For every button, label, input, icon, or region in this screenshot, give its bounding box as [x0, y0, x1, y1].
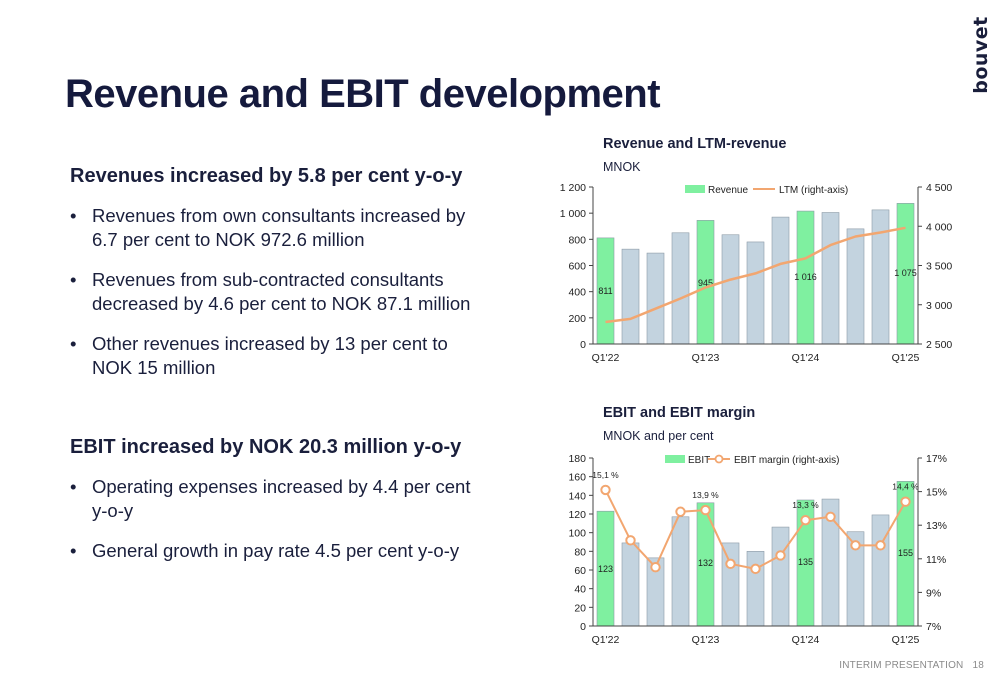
ebit-y2-tick-label: 13%: [926, 520, 947, 532]
ebit-line-point: [850, 540, 861, 551]
footer: INTERIM PRESENTATION 18: [833, 660, 984, 671]
revenue-y-tick-label: 800: [568, 234, 586, 246]
revenue-x-tick-label: Q1'25: [892, 352, 920, 364]
ebit-y-tick-label: 80: [574, 546, 586, 558]
ebit-bullet: Operating expenses increased by 4.4 per …: [70, 475, 490, 523]
ebit-chart-subtitle: MNOK and per cent: [603, 429, 714, 443]
page-number: 18: [972, 660, 984, 671]
ebit-line-point: [750, 563, 761, 575]
ebit-legend-marker: [714, 454, 724, 464]
revenue-bar-label: 1 075: [894, 268, 917, 278]
revenue-x-tick-label: Q1'22: [592, 352, 620, 364]
ebit-bar-label: 155: [898, 548, 913, 558]
ebit-y2-tick-label: 15%: [926, 487, 947, 499]
ebit-y-tick-label: 140: [568, 490, 586, 502]
revenue-y-tick-label: 200: [568, 313, 586, 325]
revenue-y-tick-label: 1 200: [560, 182, 586, 194]
ebit-chart-title: EBIT and EBIT margin: [603, 405, 756, 421]
ebit-line-point: [625, 535, 636, 546]
ebit-x-tick-label: Q1'22: [592, 634, 620, 646]
ebit-line-point: [875, 540, 886, 551]
revenue-x-tick-label: Q1'24: [792, 352, 820, 364]
revenue-y-tick-label: 400: [568, 287, 586, 299]
ebit-line-point: [800, 514, 811, 526]
ebit-legend-swatch-bar: [665, 455, 685, 463]
revenue-y-tick-label: 0: [580, 339, 586, 351]
revenue-bar-label: 1 016: [794, 272, 817, 282]
revenue-bar-label: 945: [698, 278, 713, 288]
ebit-y2-tick-label: 7%: [926, 621, 941, 633]
ebit-bar: [721, 542, 740, 627]
ebit-bar: [671, 516, 690, 627]
revenue-chart-subtitle: MNOK: [603, 160, 641, 174]
ebit-line-label: 14,4 %: [892, 482, 919, 492]
ebit-y-tick-label: 160: [568, 472, 586, 484]
ebit-line-label: 15,1 %: [592, 470, 619, 480]
footer-label: INTERIM PRESENTATION: [839, 660, 964, 671]
revenue-y2-tick-label: 3 000: [926, 300, 952, 312]
revenue-chart: 0 200 400 600 800 1 000 1 200 2 500 3 000 3 500 4 …: [560, 182, 953, 364]
revenue-y-tick-label: 600: [568, 261, 586, 273]
revenue-legend-label-line: LTM (right-axis): [779, 185, 848, 196]
revenue-line: [605, 226, 906, 324]
ebit-line-label: 13,3 %: [792, 500, 819, 510]
ebit-line-label: 13,9 %: [692, 490, 719, 500]
ebit-line-point: [675, 506, 686, 517]
revenue-y2-tick-label: 3 500: [926, 261, 952, 273]
revenue-y2-tick-label: 4 500: [926, 182, 952, 194]
ebit-bar-label: 135: [798, 557, 813, 567]
ebit-line-point: [775, 550, 786, 561]
ebit-bar-label: 132: [698, 558, 713, 568]
ebit-heading: EBIT increased by NOK 20.3 million y-o-y: [70, 436, 462, 458]
ebit-line-point: [900, 496, 911, 507]
revenue-x-tick-label: Q1'23: [692, 352, 720, 364]
ebit-y-tick-label: 180: [568, 453, 586, 465]
revenue-bullet: Revenues from sub-contracted consultants…: [70, 268, 490, 316]
ebit-line-point: [700, 504, 711, 516]
revenue-y2-tick-label: 2 500: [926, 339, 952, 351]
ebit-line-point: [650, 562, 661, 573]
ebit-bar: [771, 526, 790, 627]
revenue-chart-title: Revenue and LTM-revenue: [603, 136, 787, 152]
ebit-y2-tick-label: 17%: [926, 453, 947, 465]
ebit-bar: [871, 514, 890, 627]
ebit-y-tick-label: 120: [568, 509, 586, 521]
revenue-bullet: Revenues from own consultants increased …: [70, 204, 490, 252]
page-title: Revenue and EBIT development: [65, 72, 661, 116]
revenue-legend-label-bar: Revenue: [708, 185, 748, 196]
ebit-bullet-list: Operating expenses increased by 4.4 per …: [70, 475, 490, 579]
revenue-heading: Revenues increased by 5.8 per cent y-o-y: [70, 165, 463, 187]
ebit-y-tick-label: 0: [580, 621, 586, 633]
revenue-bar-label: 811: [598, 286, 612, 296]
revenue-legend-swatch-bar: [685, 185, 705, 193]
revenue-y2-tick-label: 4 000: [926, 221, 952, 233]
ebit-y-tick-label: 40: [574, 584, 586, 596]
ebit-x-tick-label: Q1'25: [892, 634, 920, 646]
ebit-bar: [621, 542, 640, 627]
ebit-bar-label: 123: [598, 564, 613, 574]
ebit-y-tick-label: 60: [574, 565, 586, 577]
ebit-y-tick-label: 20: [574, 602, 586, 614]
revenue-bullet: Other revenues increased by 13 per cent …: [70, 332, 490, 380]
ebit-legend-label-line: EBIT margin (right-axis): [734, 455, 839, 466]
ebit-y2-tick-label: 9%: [926, 587, 941, 599]
ebit-line-point: [600, 484, 611, 496]
ebit-legend-label-bar: EBIT: [688, 455, 710, 466]
ebit-bullet: General growth in pay rate 4.5 per cent …: [70, 539, 490, 563]
ebit-x-tick-label: Q1'23: [692, 634, 720, 646]
revenue-y-tick-label: 1 000: [560, 208, 586, 220]
ebit-line-point: [825, 511, 836, 522]
ebit-line-point: [725, 558, 736, 570]
ebit-y-tick-label: 100: [568, 528, 586, 540]
ebit-x-tick-label: Q1'24: [792, 634, 820, 646]
revenue-bullet-list: Revenues from own consultants increased …: [70, 204, 490, 396]
ebit-y2-tick-label: 11%: [926, 554, 946, 566]
ebit-bar: [746, 551, 765, 627]
